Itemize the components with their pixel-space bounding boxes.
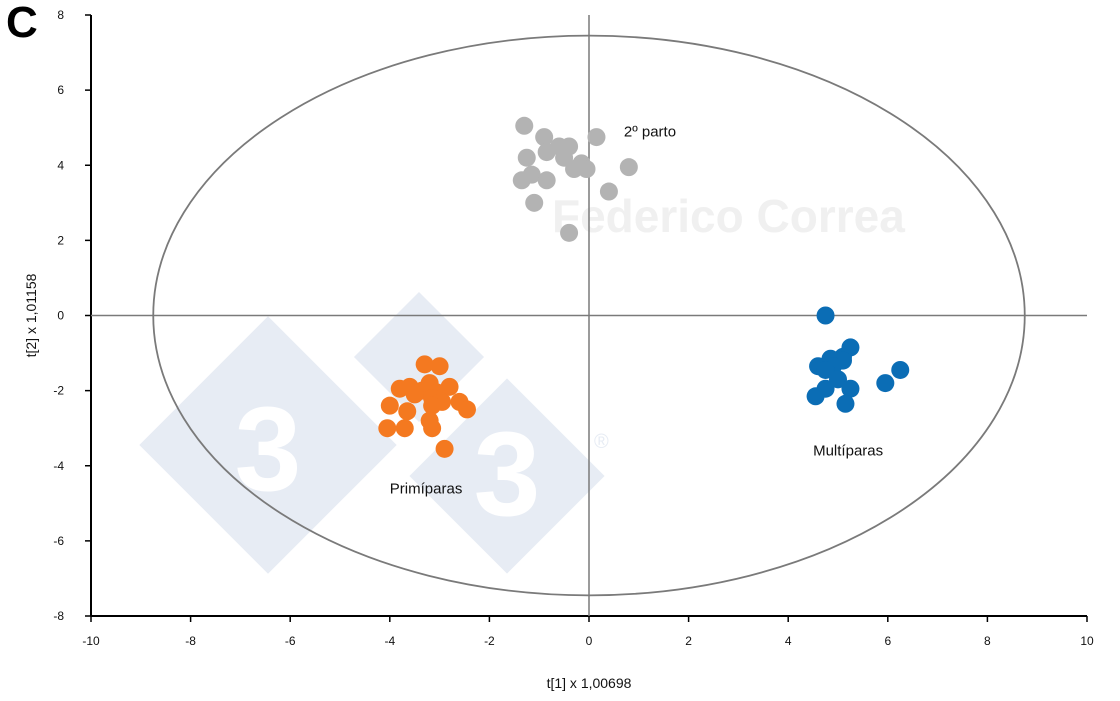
y-tick-label: -2 — [53, 384, 64, 398]
series-group — [512, 116, 638, 242]
x-tick-label: -10 — [82, 634, 100, 648]
data-point — [415, 355, 434, 374]
watermark-registered-mark: ® — [594, 431, 609, 453]
data-point — [565, 160, 584, 179]
data-point — [577, 160, 596, 179]
x-tick-label: -8 — [185, 634, 196, 648]
data-point — [405, 385, 424, 404]
data-point — [876, 374, 895, 393]
y-tick-label: -4 — [53, 459, 64, 473]
data-point — [806, 387, 825, 406]
group-label: Multíparas — [813, 443, 883, 460]
data-point — [423, 419, 442, 438]
data-point — [816, 306, 835, 325]
data-point — [512, 171, 531, 190]
data-point — [398, 402, 417, 421]
data-point — [395, 419, 414, 438]
y-tick-label: 0 — [57, 309, 64, 323]
watermark-logo-digit-right: 3 — [474, 407, 541, 541]
data-point — [435, 439, 454, 458]
data-point — [378, 419, 397, 438]
data-point — [841, 379, 860, 398]
y-tick-label: 8 — [57, 8, 64, 22]
data-point — [430, 357, 449, 376]
data-point — [829, 370, 847, 389]
y-tick-label: 4 — [57, 158, 64, 172]
x-tick-label: 2 — [685, 634, 692, 648]
data-point — [599, 182, 618, 201]
x-tick-label: -4 — [384, 634, 395, 648]
reference-guides — [91, 15, 1087, 616]
tick-labels: -10 -8 -6 -4 -2 0 2 4 6 8 10 -8 -6 -4 -2 0 2 4 6 8 — [53, 8, 1094, 648]
x-tick-label: 0 — [586, 634, 593, 648]
data-point — [816, 360, 835, 379]
y-tick-label: -6 — [53, 534, 64, 548]
y-axis-title: t[2] x 1,01158 — [23, 273, 39, 357]
watermark-logo-tile-right — [409, 378, 605, 574]
data-point — [537, 171, 556, 190]
confidence-ellipse — [152, 34, 1026, 597]
y-tick-label: -8 — [53, 609, 64, 623]
data-point — [891, 360, 910, 379]
y-tick-label: 6 — [57, 83, 64, 97]
x-axis-title: t[1] x 1,00698 — [547, 675, 632, 691]
data-points — [378, 116, 910, 458]
x-tick-label: 10 — [1080, 634, 1094, 648]
data-point — [587, 128, 606, 147]
series-group — [806, 306, 910, 413]
data-point — [525, 193, 544, 212]
data-point — [537, 143, 556, 162]
data-point — [619, 158, 638, 177]
panel-label: C — [6, 0, 38, 47]
group-label: Primíparas — [390, 480, 463, 497]
watermark-logo-tile-left — [139, 316, 397, 574]
data-point — [836, 394, 855, 413]
data-point — [517, 148, 536, 167]
y-tick-label: 2 — [57, 233, 64, 247]
data-point — [457, 400, 476, 419]
x-tick-label: -6 — [285, 634, 296, 648]
data-point — [515, 116, 534, 135]
data-point — [560, 223, 579, 242]
group-labels: 2º parto Primíparas Multíparas — [390, 123, 883, 497]
data-point — [423, 396, 442, 415]
group-label: 2º parto — [624, 123, 676, 140]
data-point — [380, 396, 399, 415]
x-tick-label: 6 — [884, 634, 891, 648]
data-point — [535, 128, 554, 147]
watermark-logo-digit-left: 3 — [235, 382, 302, 516]
watermark: 3 3 ® Federico Correa — [139, 190, 905, 574]
x-tick-label: -2 — [484, 634, 495, 648]
data-point — [390, 379, 409, 398]
x-tick-label: 4 — [785, 634, 792, 648]
x-tick-label: 8 — [984, 634, 991, 648]
series-group — [378, 355, 476, 458]
